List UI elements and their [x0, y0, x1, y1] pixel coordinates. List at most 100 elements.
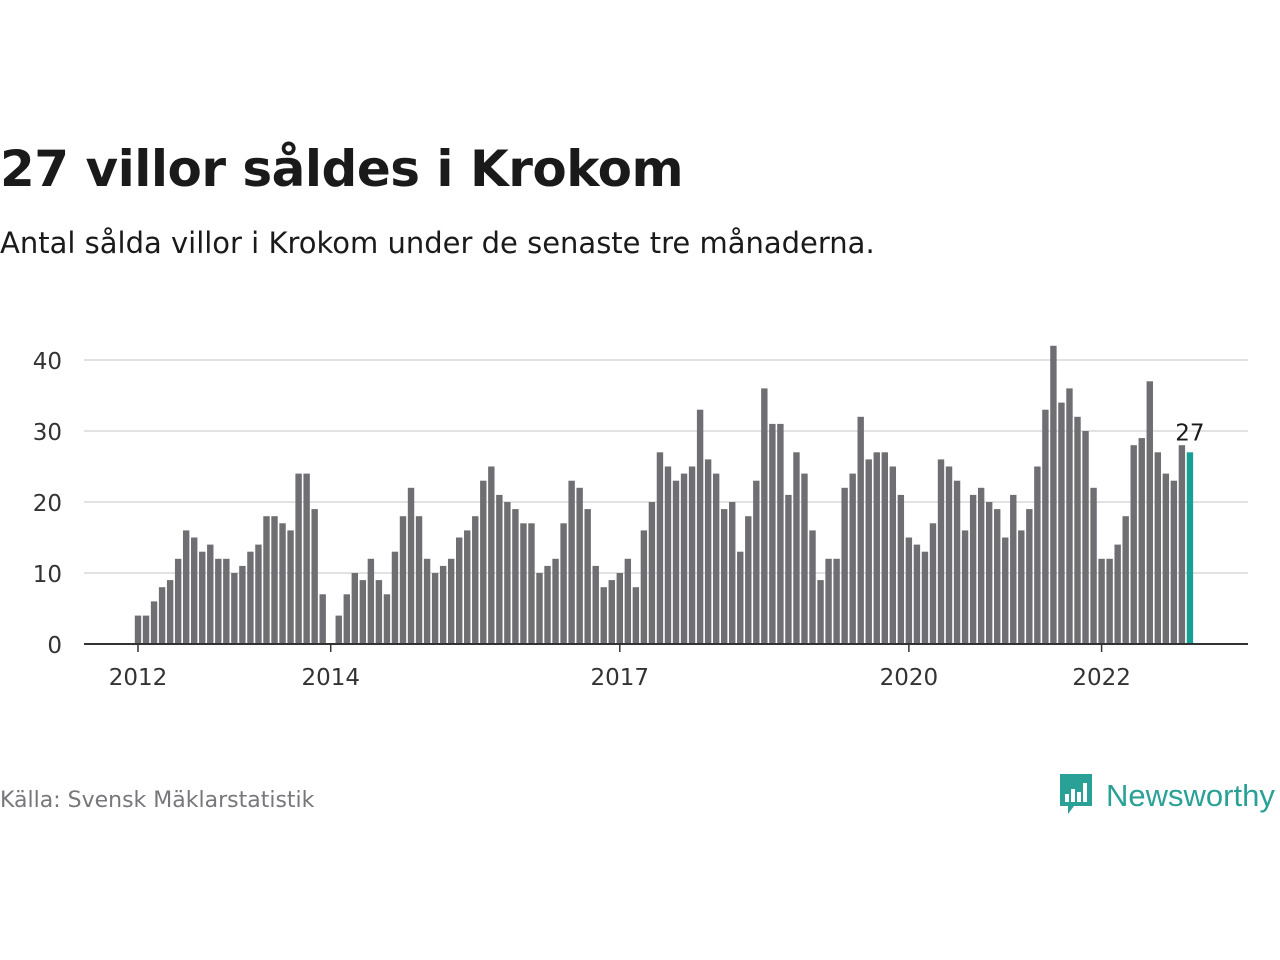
- bar: [664, 466, 672, 644]
- y-tick-label: 10: [33, 562, 62, 588]
- bar: [423, 558, 431, 644]
- bar: [1010, 494, 1017, 644]
- bar: [303, 473, 310, 644]
- x-tick-label: 2022: [1072, 665, 1131, 691]
- bar: [1042, 409, 1049, 644]
- bar: [745, 516, 752, 644]
- chart-title: 27 villor såldes i Krokom: [0, 140, 684, 198]
- bar: [174, 558, 182, 644]
- bar: [367, 558, 375, 644]
- bar: [777, 423, 784, 644]
- bar: [1154, 452, 1162, 644]
- x-axis: 2012 2014 2017 2020 2022: [84, 643, 1248, 691]
- bar: [985, 502, 993, 644]
- bar: [1090, 487, 1097, 644]
- bar: [616, 573, 623, 644]
- bar: [592, 565, 599, 644]
- bar: [399, 516, 407, 644]
- y-tick-label: 40: [33, 349, 62, 375]
- bars: [134, 345, 1194, 644]
- bar: [801, 473, 808, 644]
- bar: [921, 551, 929, 644]
- bar: [1050, 345, 1057, 644]
- bar: [817, 580, 824, 644]
- bar: [255, 544, 262, 644]
- y-tick-label: 30: [33, 420, 62, 446]
- bar: [1058, 402, 1065, 644]
- x-tick-label: 2017: [591, 665, 650, 691]
- bar: [407, 487, 415, 644]
- bar: [969, 494, 977, 644]
- bar: [761, 388, 768, 644]
- bar: [712, 473, 720, 644]
- bar: [1122, 516, 1129, 644]
- bar: [552, 558, 559, 644]
- bar: [729, 502, 736, 644]
- bar: [961, 530, 969, 644]
- bar: [704, 459, 712, 644]
- bar: [263, 516, 270, 644]
- bar: [415, 516, 423, 644]
- bar: [182, 530, 190, 644]
- bar: [937, 459, 945, 644]
- bar-chart: 0 10 20 30 40 2012 2014 2017 2020 2022 27: [33, 345, 1248, 691]
- x-tick-label: 2012: [109, 665, 168, 691]
- bar: [825, 558, 832, 644]
- bar: [223, 558, 230, 644]
- bar: [1074, 416, 1081, 644]
- bar: [881, 452, 888, 644]
- bar: [480, 480, 487, 644]
- bar: [753, 480, 760, 644]
- bar: [191, 537, 198, 644]
- bar: [584, 509, 591, 644]
- bar: [359, 580, 367, 644]
- bar: [431, 573, 439, 644]
- bar: [1026, 509, 1033, 644]
- bar: [737, 551, 744, 644]
- bar: [536, 573, 543, 644]
- bar: [600, 587, 607, 644]
- bar: [142, 615, 150, 644]
- bar: [994, 509, 1001, 644]
- bar: [560, 523, 567, 644]
- bar: [720, 509, 728, 644]
- bar: [632, 587, 640, 644]
- bar-chart-speech-bubble-icon: [1058, 772, 1094, 820]
- bar: [1178, 445, 1186, 644]
- bar: [1034, 466, 1041, 644]
- bar: [1114, 544, 1121, 644]
- bar: [528, 523, 535, 644]
- bar: [793, 452, 800, 644]
- bar: [889, 466, 897, 644]
- bar: [809, 530, 816, 644]
- bar: [688, 466, 696, 644]
- bar: [680, 473, 688, 644]
- bar: [929, 523, 937, 644]
- bar: [841, 487, 848, 644]
- bar: [857, 416, 864, 644]
- bar: [913, 544, 921, 644]
- y-tick-label: 20: [33, 491, 62, 517]
- bar: [166, 580, 174, 644]
- value-label: 27: [1175, 420, 1204, 446]
- bar: [1162, 473, 1170, 644]
- bar: [271, 516, 278, 644]
- bar: [865, 459, 872, 644]
- bar-highlight: [1186, 452, 1194, 644]
- brand-logo[interactable]: Newsworthy: [1058, 772, 1275, 820]
- bar: [439, 565, 447, 644]
- bar: [311, 509, 318, 644]
- bar: [656, 452, 664, 644]
- bar: [1002, 537, 1009, 644]
- bar: [1170, 480, 1178, 644]
- bar: [456, 537, 463, 644]
- bar: [785, 494, 792, 644]
- bar: [335, 615, 342, 644]
- bar: [199, 551, 206, 644]
- bar: [544, 565, 551, 644]
- bar: [648, 502, 656, 644]
- bar: [977, 487, 985, 644]
- source-note: Källa: Svensk Mäklarstatistik: [0, 788, 315, 813]
- bar: [351, 573, 359, 644]
- bar: [319, 594, 326, 644]
